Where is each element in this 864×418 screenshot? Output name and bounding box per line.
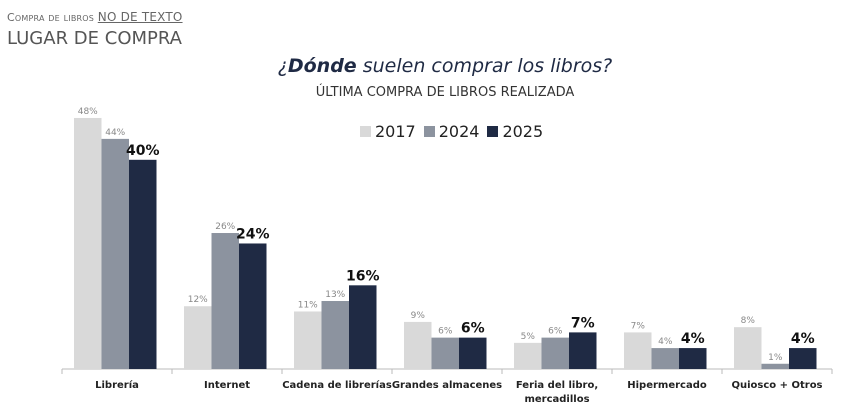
data-label: 44% [105,128,125,138]
title-rest: suelen comprar los libros? [356,55,613,77]
data-label: 4% [681,331,705,347]
bar [349,285,377,369]
data-label: 24% [236,226,270,242]
category-label: mercadillos [524,394,589,405]
data-label: 26% [215,222,235,232]
legend-item: 2025 [487,122,543,141]
bar [404,321,432,369]
data-label: 7% [571,315,595,331]
bar [679,348,707,369]
category-label: Hipermercado [627,380,707,391]
supertitle-link[interactable]: NO DE TEXTO [97,10,183,24]
supertitle-text: Compra de libros [7,11,95,24]
bar [294,311,322,369]
data-label: 5% [521,332,536,342]
bar [239,243,267,369]
bar [431,337,459,369]
legend: 2017 2024 2025 [360,122,543,141]
data-label: 12% [188,295,208,305]
bar [734,327,762,369]
bar [569,332,597,369]
bar [101,138,129,369]
data-label: 48% [78,107,98,117]
bar [514,342,542,369]
data-label: 6% [438,327,453,337]
data-label: 6% [548,327,563,337]
bar [74,117,102,370]
legend-label: 2024 [438,122,480,141]
data-label: 7% [631,321,646,331]
legend-item: 2024 [423,122,480,141]
category-label: Cadena de librerías [282,379,392,391]
bar [211,233,239,369]
chart-subtitle: ÚLTIMA COMPRA DE LIBROS REALIZADA [315,85,575,100]
legend-swatch [360,126,371,137]
data-label: 11% [298,300,318,310]
bar [761,363,789,369]
bar [321,301,349,369]
category-label: Quiosco + Otros [731,380,822,391]
bar [184,306,212,369]
bar [624,332,652,369]
legend-label: 2017 [375,122,416,141]
supertitle: Compra de libros NO DE TEXTO [7,10,183,24]
category-label: Internet [204,380,250,391]
page-title: LUGAR DE COMPRA [7,28,182,49]
legend-label: 2025 [502,122,544,141]
bar [459,337,487,369]
category-label: Grandes almacenes [392,380,502,391]
bar [789,348,817,369]
data-label: 1% [768,353,783,363]
legend-swatch [487,126,499,137]
bar [129,159,157,369]
category-label: Feria del libro, [516,380,598,391]
data-label: 8% [741,316,756,326]
chart-title: ¿Dónde suelen comprar los libros? [0,55,864,77]
category-label: Librería [95,379,139,391]
legend-item: 2017 [360,122,416,141]
data-label: 6% [461,321,485,337]
data-label: 13% [325,290,345,300]
bar [541,337,569,369]
legend-swatch [423,126,435,137]
title-pre: ¿ [277,55,288,77]
data-label: 16% [346,268,380,284]
data-label: 4% [658,337,673,347]
data-label: 4% [791,331,815,347]
bar [651,348,679,369]
data-label: 9% [411,311,426,321]
title-bold: Dónde [287,55,357,77]
data-label: 40% [126,143,160,159]
